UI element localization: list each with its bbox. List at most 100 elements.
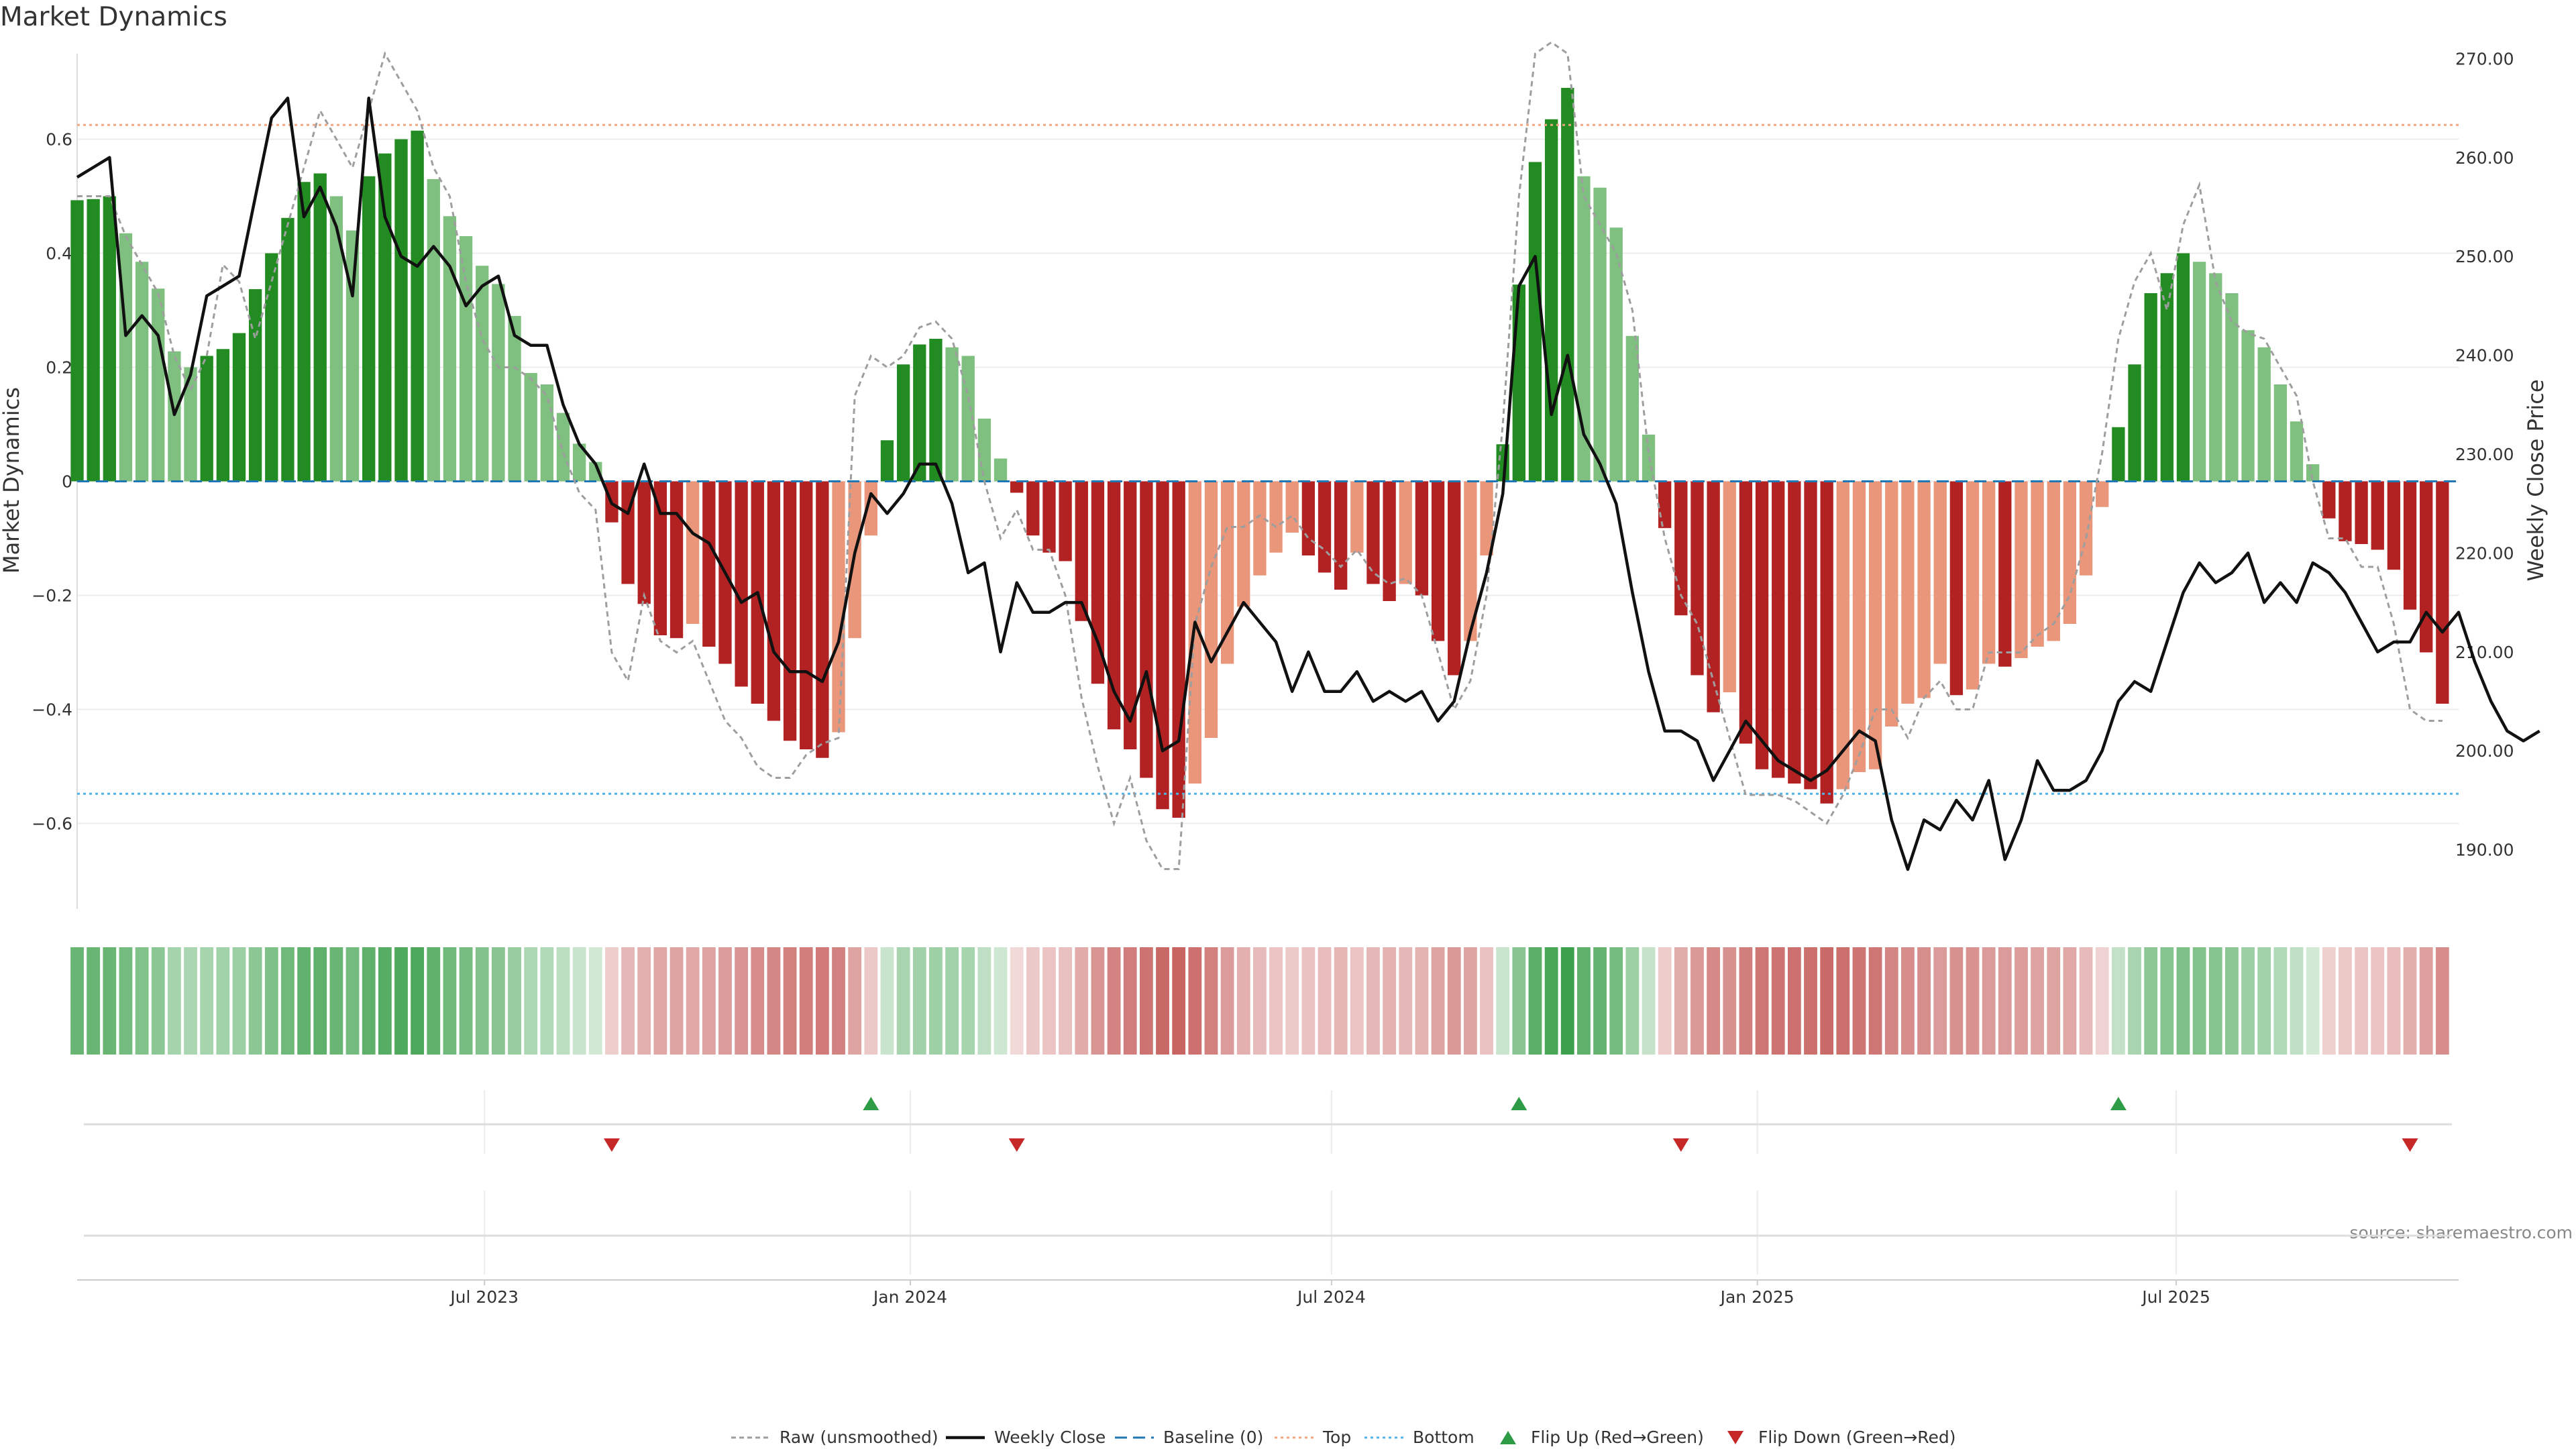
heat-cell [2403, 947, 2417, 1055]
heat-cell [1901, 947, 1915, 1055]
heat-cell [443, 947, 457, 1055]
momentum-bar [1383, 481, 1396, 601]
momentum-bar [1755, 481, 1769, 769]
momentum-bar [1107, 481, 1121, 730]
heat-cell [2047, 947, 2061, 1055]
heat-cell [1884, 947, 1898, 1055]
momentum-bar [961, 356, 975, 482]
heat-cell [1868, 947, 1882, 1055]
x-tick-label: Jan 2025 [1719, 1287, 1794, 1307]
heat-cell [524, 947, 538, 1055]
raw-series-line [77, 41, 2443, 870]
momentum-bar [1804, 481, 1817, 790]
legend-label: Top [1322, 1428, 1351, 1447]
heat-cell [1496, 947, 1510, 1055]
momentum-bar [767, 481, 781, 721]
heat-cell [751, 947, 765, 1055]
momentum-bar [200, 356, 213, 482]
heat-cell [1431, 947, 1445, 1055]
heat-cell [1804, 947, 1817, 1055]
heat-cell [929, 947, 943, 1055]
heat-cell [2160, 947, 2174, 1055]
y-right-tick-label: 250.00 [2455, 247, 2514, 266]
momentum-bar [427, 179, 440, 482]
heat-cell [1269, 947, 1283, 1055]
heat-cell [2355, 947, 2369, 1055]
momentum-bar [1124, 481, 1137, 749]
heat-cell [1544, 947, 1558, 1055]
momentum-bar [1399, 481, 1412, 584]
heat-cell [2257, 947, 2271, 1055]
heat-cell [475, 947, 489, 1055]
momentum-bar [896, 364, 910, 482]
momentum-bar [913, 344, 926, 482]
heat-cell [1042, 947, 1056, 1055]
flip-markers-panel [84, 1090, 2452, 1275]
momentum-bar [589, 462, 602, 482]
momentum-bar [702, 481, 716, 647]
momentum-bar [945, 347, 959, 482]
legend: Raw (unsmoothed) Weekly Close Baseline (0)… [731, 1428, 1956, 1447]
momentum-bar [1609, 227, 1623, 482]
heat-cell [556, 947, 570, 1055]
heat-cell [1609, 947, 1623, 1055]
momentum-bar [459, 236, 473, 482]
momentum-bar [313, 173, 327, 482]
heat-cell [167, 947, 181, 1055]
momentum-bar [556, 413, 570, 482]
heat-cell [2339, 947, 2352, 1055]
momentum-bar [2241, 330, 2255, 482]
momentum-bar [669, 481, 684, 639]
momentum-bar [1334, 481, 1348, 590]
heat-cell [135, 947, 149, 1055]
heat-cell [297, 947, 311, 1055]
momentum-bar [864, 481, 877, 536]
heat-cell [2031, 947, 2045, 1055]
momentum-bar [800, 481, 813, 749]
heat-cell [1123, 947, 1137, 1055]
momentum-bar [1059, 481, 1072, 561]
momentum-bar [1464, 481, 1477, 641]
momentum-bar [1204, 481, 1218, 738]
heat-cell [1512, 947, 1526, 1055]
momentum-bar [70, 200, 84, 482]
momentum-bar [492, 284, 505, 482]
momentum-bar [297, 182, 311, 482]
momentum-bar [2290, 421, 2304, 482]
y-right-tick-label: 260.00 [2455, 148, 2514, 168]
y-left-tick-label: −0.4 [32, 700, 72, 720]
momentum-bar [1010, 481, 1024, 493]
momentum-bar [1415, 481, 1429, 596]
legend-label: Flip Down (Green→Red) [1758, 1428, 1956, 1447]
heat-cell [508, 947, 521, 1055]
momentum-bar [2257, 347, 2271, 482]
momentum-bar [524, 373, 537, 482]
momentum-bar [1042, 481, 1056, 553]
x-tick-label: Jul 2025 [2141, 1287, 2210, 1307]
momentum-bar [378, 153, 392, 482]
heat-cell [1334, 947, 1348, 1055]
momentum-bar [2339, 481, 2352, 541]
momentum-bar [2160, 273, 2174, 482]
heat-cell [621, 947, 635, 1055]
momentum-bar [508, 316, 521, 482]
momentum-bar [135, 262, 149, 482]
heat-cell [994, 947, 1008, 1055]
momentum-bar [1431, 481, 1445, 641]
legend-label: Bottom [1413, 1428, 1474, 1447]
heat-cell [783, 947, 797, 1055]
momentum-bar [2403, 481, 2417, 610]
heat-cell [961, 947, 975, 1055]
momentum-bar [1512, 284, 1525, 482]
flip-down-marker [2402, 1138, 2418, 1152]
momentum-bar [345, 230, 360, 482]
heat-cell [1204, 947, 1218, 1055]
momentum-bar [281, 217, 294, 482]
momentum-bar [1480, 481, 1493, 555]
heat-cell [1755, 947, 1769, 1055]
momentum-bar [2079, 481, 2093, 576]
heat-cell [1220, 947, 1234, 1055]
heat-cell [912, 947, 926, 1055]
heat-cell [2435, 947, 2449, 1055]
